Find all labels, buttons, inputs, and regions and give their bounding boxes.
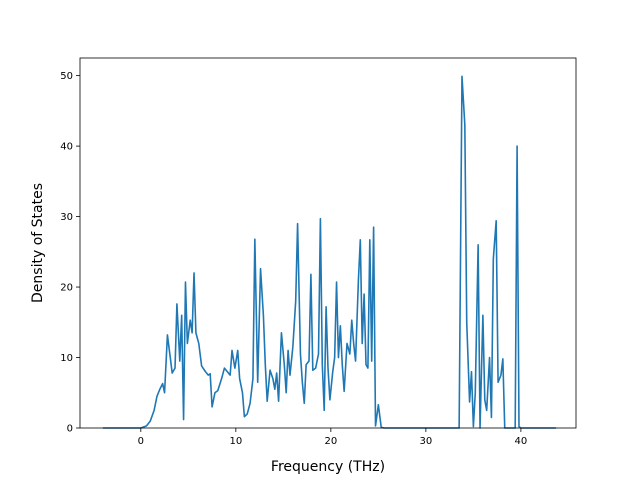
series-layer (102, 75, 557, 429)
y-tick-label: 50 (60, 71, 73, 82)
x-tick-label: 30 (420, 436, 433, 447)
axes-frame (79, 57, 577, 429)
y-tick-label: 40 (60, 142, 73, 153)
y-tick-label: 10 (60, 353, 73, 364)
y-axis-label: Density of States (30, 183, 46, 303)
x-tick-label: 10 (229, 436, 242, 447)
y-tick-label: 30 (60, 212, 73, 223)
x-axis-label: Frequency (THz) (271, 459, 385, 475)
series-line-0 (102, 75, 557, 429)
y-axis-ticks: 0 10 20 30 40 50 (60, 71, 80, 435)
x-tick-label: 40 (515, 436, 528, 447)
y-tick-label: 0 (67, 424, 73, 435)
x-tick-label: 0 (138, 436, 144, 447)
y-tick-label: 20 (60, 283, 73, 294)
x-tick-label: 20 (324, 436, 337, 447)
x-axis-ticks: 0 10 20 30 40 (138, 428, 528, 447)
